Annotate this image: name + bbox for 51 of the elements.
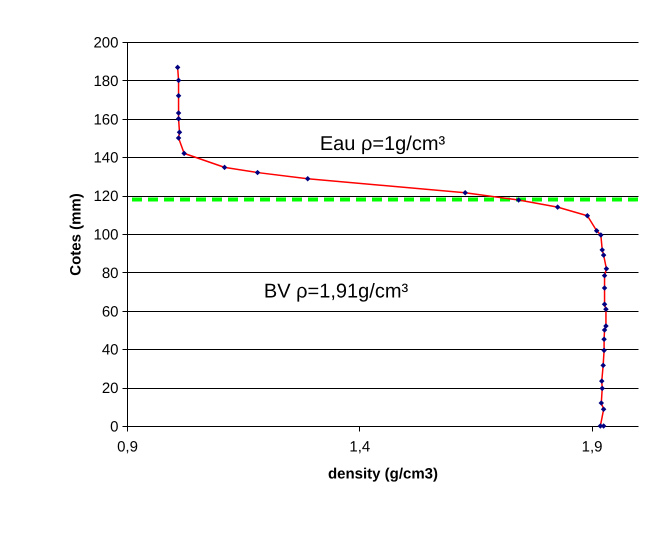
y-tick-label: 40: [102, 342, 118, 359]
point: [598, 400, 604, 406]
point: [254, 170, 260, 176]
y-tick-label: 180: [93, 72, 118, 90]
point: [174, 64, 180, 70]
annotation: Eau ρ=1g/cm³: [320, 132, 446, 155]
y-tick-label: 0: [110, 418, 118, 436]
x-tick-label: 0,9: [117, 438, 138, 456]
point: [601, 348, 607, 354]
point: [601, 336, 607, 342]
y-tick-label: 80: [102, 264, 118, 282]
point: [600, 406, 606, 412]
annotation: BV ρ=1,91g/cm³: [264, 280, 408, 303]
y-tick-label: 200: [93, 34, 118, 52]
point: [602, 327, 608, 333]
point: [176, 110, 182, 116]
point: [304, 176, 310, 182]
point: [176, 78, 182, 84]
y-tick-label: 100: [93, 226, 118, 244]
point: [600, 362, 606, 368]
point: [176, 93, 182, 98]
y-tick-label: 140: [93, 150, 118, 167]
point: [599, 378, 605, 384]
point: [602, 272, 608, 278]
point: [604, 266, 610, 272]
point: [603, 323, 609, 329]
point: [594, 228, 600, 234]
y-axis-title: Cotes (mm): [67, 193, 84, 276]
x-axis-title: density (g/cm3): [328, 466, 438, 482]
point: [176, 116, 182, 122]
point: [176, 135, 182, 141]
point: [554, 204, 560, 210]
y-tick-label: 60: [102, 303, 118, 320]
x-tick-label: 1,4: [349, 438, 370, 456]
point: [600, 252, 606, 258]
point: [462, 190, 468, 196]
point: [602, 285, 608, 291]
point: [181, 150, 187, 156]
y-tick-label: 120: [93, 188, 118, 206]
y-tick-label: 160: [93, 111, 118, 128]
y-tick-label: 20: [102, 380, 118, 398]
x-tick-label: 1,9: [582, 438, 602, 456]
point: [602, 302, 608, 308]
point: [222, 164, 228, 170]
point: [599, 386, 605, 392]
point: [598, 232, 604, 238]
point: [599, 247, 605, 253]
point: [176, 130, 182, 135]
point: [603, 306, 609, 312]
point: [516, 197, 522, 203]
point: [584, 213, 590, 218]
